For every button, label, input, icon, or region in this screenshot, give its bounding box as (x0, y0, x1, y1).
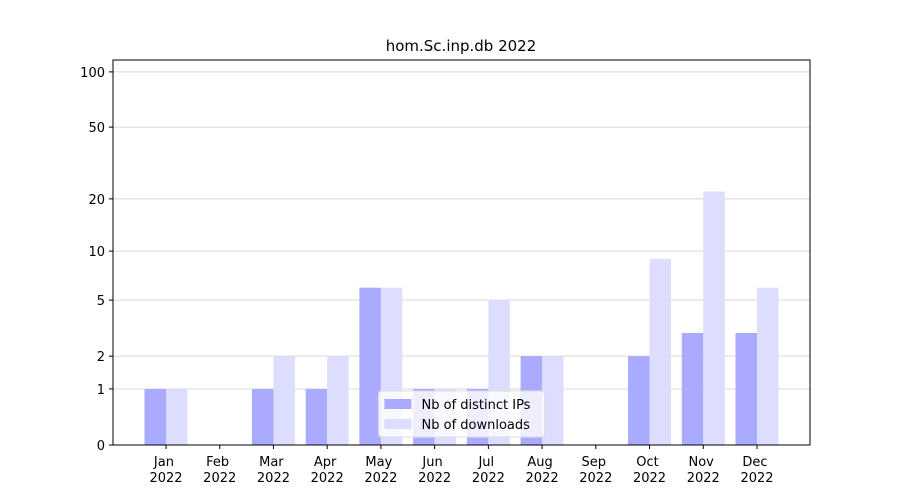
x-tick-label: Dec 2022 (740, 455, 773, 486)
bar (735, 332, 757, 445)
legend: Nb of distinct IPs Nb of downloads (378, 390, 545, 438)
bar (542, 356, 564, 445)
x-tick-label: Feb 2022 (203, 455, 236, 486)
bar (166, 388, 188, 445)
x-tick-label: Mar 2022 (257, 455, 290, 486)
legend-swatch (384, 419, 412, 429)
y-tick-label: 100 (80, 66, 105, 81)
bar (251, 388, 274, 445)
bar (305, 388, 328, 445)
legend-label: Nb of downloads (422, 418, 531, 433)
x-tick-label: May 2022 (364, 455, 397, 486)
x-tick-label: Oct 2022 (633, 455, 666, 486)
bars (144, 191, 779, 445)
bar (649, 258, 672, 445)
chart-title: hom.Sc.inp.db 2022 (386, 37, 537, 55)
bar (144, 388, 166, 445)
bar (628, 356, 650, 445)
x-tick-label: Jan 2022 (149, 455, 182, 486)
x-tick-label: Apr 2022 (311, 455, 344, 486)
plot-frame (112, 59, 811, 446)
legend-swatch (384, 399, 412, 409)
y-tick-label: 50 (88, 121, 105, 136)
y-tick-label: 2 (97, 350, 105, 365)
y-tick-label: 20 (88, 193, 105, 208)
bar (359, 287, 381, 445)
y-tick-label: 5 (97, 294, 105, 309)
legend-label: Nb of distinct IPs (422, 398, 531, 413)
axes: 0 1 2 5 10 20 50 100 Jan 2022 Feb 2022 Mar 2022 Apr… (80, 66, 773, 486)
bar (757, 287, 779, 445)
y-tick-label: 10 (88, 245, 105, 260)
x-tick-label: Aug 2022 (526, 455, 559, 486)
x-tick-label: Sep 2022 (579, 455, 612, 486)
legend-box (378, 390, 545, 438)
bar (273, 356, 295, 445)
bar (703, 191, 725, 445)
y-tick-label: 1 (97, 383, 105, 398)
x-tick-label: Nov 2022 (687, 455, 720, 486)
x-tick-label: Jul 2022 (472, 455, 505, 486)
bar (681, 332, 704, 445)
bar (327, 356, 349, 445)
x-tick-label: Jun 2022 (418, 455, 451, 486)
y-tick-label: 0 (97, 439, 105, 454)
